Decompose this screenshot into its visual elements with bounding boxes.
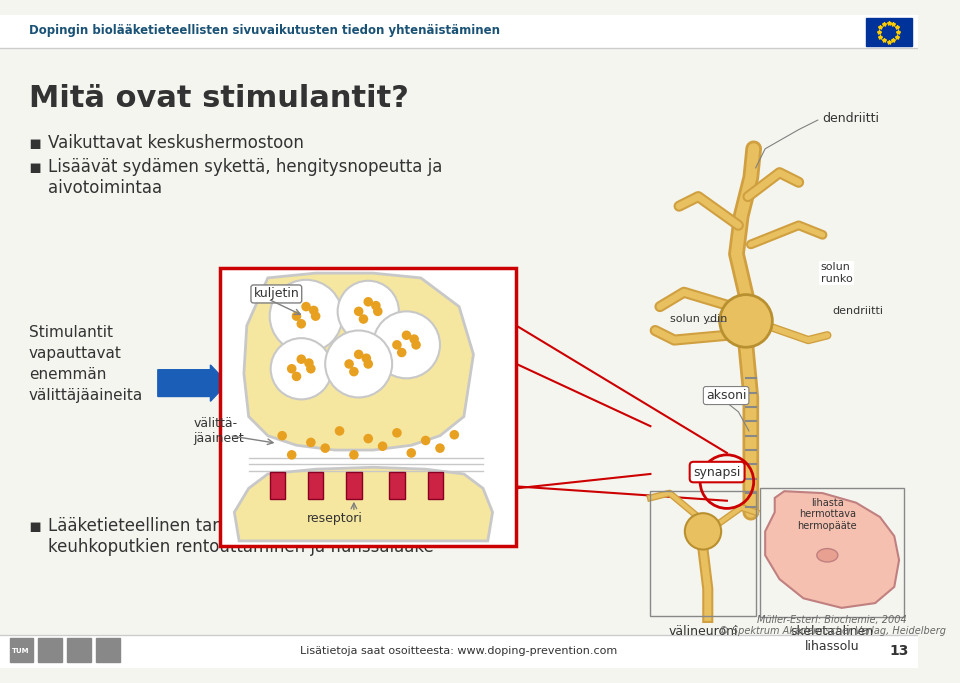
Text: skeletaalinen
lihassolu: skeletaalinen lihassolu [790,625,874,653]
Circle shape [401,331,411,340]
Text: solun ydin: solun ydin [669,314,727,324]
Circle shape [373,311,440,378]
Bar [220,268,516,546]
Bar [270,472,285,499]
Circle shape [292,311,301,321]
Text: välittä-
jäaineet: välittä- jäaineet [193,417,244,445]
Circle shape [345,359,354,369]
Polygon shape [765,491,900,608]
Polygon shape [234,467,492,541]
Text: lihasta
hermottava
hermopääte: lihasta hermottava hermopääte [798,498,857,531]
Circle shape [364,434,373,443]
Circle shape [354,307,364,316]
Circle shape [349,450,359,460]
Circle shape [373,307,383,316]
Circle shape [392,340,401,350]
Text: solun
runko: solun runko [821,262,852,284]
Circle shape [321,443,330,453]
Bar [389,472,404,499]
Polygon shape [244,273,473,450]
Text: aksoni: aksoni [706,389,746,402]
Circle shape [378,441,388,451]
Ellipse shape [720,294,773,347]
Text: reseptori: reseptori [307,512,363,525]
Circle shape [335,426,345,436]
FancyArrow shape [157,365,228,402]
Circle shape [306,438,316,447]
Circle shape [364,297,373,307]
Circle shape [364,359,373,369]
Circle shape [362,354,372,363]
Circle shape [435,443,444,453]
Text: 13: 13 [889,644,909,658]
Text: ▪: ▪ [29,158,42,178]
Text: Lisätietoja saat osoitteesta: www.doping-prevention.com: Lisätietoja saat osoitteesta: www.doping… [300,646,617,656]
Circle shape [306,364,316,374]
Text: dendriitti: dendriitti [832,307,883,316]
Bar [0,15,918,48]
Bar [0,635,918,668]
Bar [866,18,911,46]
Circle shape [270,280,343,352]
Circle shape [349,367,359,376]
Circle shape [309,305,319,315]
Text: Stimulantit
vapauttavat
enemmän
välittäjäaineita: Stimulantit vapauttavat enemmän välittäj… [29,325,143,403]
Text: ▪: ▪ [29,517,42,536]
Circle shape [411,340,420,350]
Bar [760,488,904,617]
Text: Mitä ovat stimulantit?: Mitä ovat stimulantit? [29,84,409,113]
Bar [10,639,34,663]
Bar [67,639,91,663]
Circle shape [277,431,287,441]
Text: dendriitti: dendriitti [823,111,879,125]
Ellipse shape [817,548,838,562]
Ellipse shape [684,513,721,550]
Circle shape [372,301,381,310]
Circle shape [338,281,398,342]
Text: Lääketieteellinen tarkoitus:
keuhkoputkien rentouttaminen ja flunssalääke: Lääketieteellinen tarkoitus: keuhkoputki… [48,517,434,556]
Circle shape [287,450,297,460]
Circle shape [420,436,430,445]
Text: Lisäävät sydämen sykettä, hengitysnopeutta ja
aivotoimintaa: Lisäävät sydämen sykettä, hengitysnopeut… [48,158,443,197]
Circle shape [325,331,392,398]
Text: synapsi: synapsi [693,466,741,479]
Circle shape [297,319,306,329]
Circle shape [449,430,459,440]
Text: välineuroni: välineuroni [668,625,737,638]
Circle shape [287,364,297,374]
Circle shape [359,314,369,324]
Circle shape [301,302,311,311]
Bar [308,472,324,499]
Bar [347,472,362,499]
Text: Müller-Esterl: Biochemie, 2004
© Spektrum Akademischer Verlag, Heidelberg: Müller-Esterl: Biochemie, 2004 © Spektru… [719,615,946,636]
Text: kuljetin: kuljetin [253,288,300,301]
Bar [38,639,62,663]
Text: Vaikuttavat keskushermostoon: Vaikuttavat keskushermostoon [48,135,303,152]
Text: ▪: ▪ [29,135,42,154]
Circle shape [311,311,321,321]
Bar [427,472,443,499]
Circle shape [354,350,364,359]
Circle shape [409,334,419,344]
Circle shape [292,372,301,381]
Bar [96,639,120,663]
Circle shape [304,359,314,368]
Bar [650,491,756,615]
Circle shape [392,428,401,438]
Text: TUM: TUM [12,648,30,654]
Circle shape [297,354,306,364]
Circle shape [396,348,406,357]
Text: Dopingin biolääketieteellisten sivuvaikutusten tiedon yhtenäistäminen: Dopingin biolääketieteellisten sivuvaiku… [29,24,500,37]
Circle shape [271,338,332,400]
Circle shape [406,448,416,458]
